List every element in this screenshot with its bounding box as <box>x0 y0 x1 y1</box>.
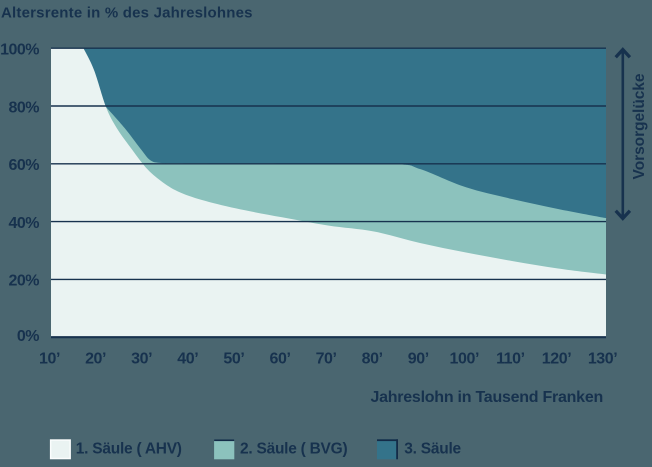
svg-text:60’: 60’ <box>269 351 290 368</box>
svg-text:110’: 110’ <box>496 351 525 368</box>
svg-text:10’: 10’ <box>39 351 60 368</box>
svg-text:100’: 100’ <box>450 351 480 368</box>
svg-text:1. Säule ( AHV): 1. Säule ( AHV) <box>76 441 182 458</box>
svg-text:40’: 40’ <box>177 351 198 368</box>
svg-text:120’: 120’ <box>542 351 572 368</box>
svg-text:130’: 130’ <box>588 351 618 368</box>
svg-text:30’: 30’ <box>131 351 152 368</box>
svg-text:3. Säule: 3. Säule <box>404 441 461 458</box>
svg-text:20’: 20’ <box>85 351 106 368</box>
svg-text:2. Säule ( BVG): 2. Säule ( BVG) <box>240 441 347 458</box>
svg-text:Altersrente in % des Jahresloh: Altersrente in % des Jahreslohnes <box>1 5 253 22</box>
svg-text:50’: 50’ <box>223 351 244 368</box>
svg-text:70’: 70’ <box>316 351 337 368</box>
svg-text:80%: 80% <box>8 99 39 116</box>
svg-text:20%: 20% <box>8 273 39 290</box>
svg-text:100%: 100% <box>0 42 39 59</box>
svg-text:Jahreslohn in Tausend Franken: Jahreslohn in Tausend Franken <box>370 389 603 406</box>
svg-text:Vorsorgelücke: Vorsorgelücke <box>631 73 648 179</box>
svg-text:90’: 90’ <box>408 351 429 368</box>
svg-text:40%: 40% <box>8 215 39 232</box>
svg-text:0%: 0% <box>17 328 39 345</box>
svg-text:80’: 80’ <box>362 351 383 368</box>
svg-text:60%: 60% <box>8 157 39 174</box>
